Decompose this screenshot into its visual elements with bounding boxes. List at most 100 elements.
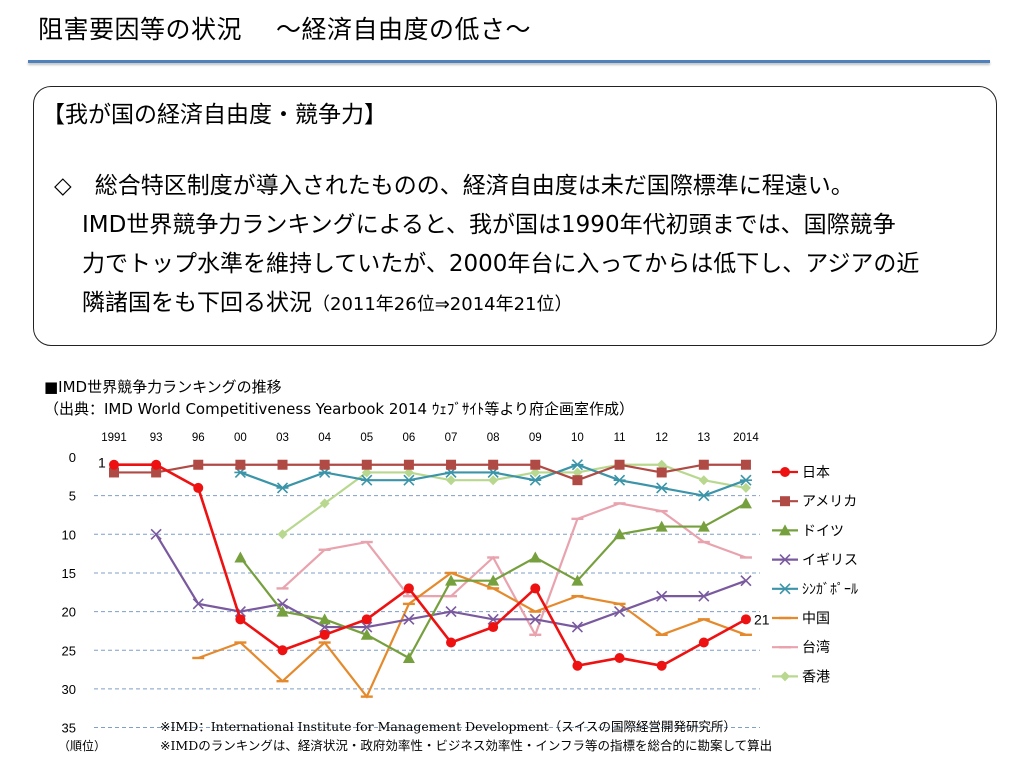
data-label: 1 xyxy=(98,455,106,471)
data-point xyxy=(445,606,457,618)
x-tick-label: 04 xyxy=(318,432,331,444)
footnote-ranking: ※IMDのランキングは、経済状況・政府効率性・ビジネス効率性・インフラ等の指標を… xyxy=(160,738,773,753)
y-tick-label: 25 xyxy=(62,643,76,658)
x-tick-label: 11 xyxy=(614,432,626,444)
data-point xyxy=(403,459,414,470)
data-point xyxy=(739,474,752,486)
legend-label: ドイツ xyxy=(802,523,844,539)
x-tick-label: 1991 xyxy=(101,432,127,444)
data-point xyxy=(739,497,752,509)
summary-line-2: IMD世界競争力ランキングによると、我が国は1990年代初頭までは、国際競争 xyxy=(82,212,896,238)
x-tick-label: 10 xyxy=(571,432,584,444)
x-tick-label: 09 xyxy=(529,432,542,444)
data-point xyxy=(740,459,751,470)
data-point xyxy=(488,622,499,633)
summary-box: 【我が国の経済自由度・競争力】 ◇ 総合特区制度が導入されたものの、経済自由度は… xyxy=(33,86,997,346)
data-point xyxy=(276,482,289,494)
data-point xyxy=(109,467,119,478)
data-point xyxy=(488,475,499,486)
data-point xyxy=(698,590,710,602)
x-tick-label: 05 xyxy=(360,432,373,444)
chart-caption: ■IMD世界競争力ランキングの推移 （出典：IMD World Competit… xyxy=(44,376,634,420)
data-point xyxy=(319,498,330,509)
y-tick-label: 0 xyxy=(69,450,76,465)
data-point xyxy=(276,605,289,617)
data-point xyxy=(360,628,373,640)
data-point xyxy=(361,621,373,633)
data-point xyxy=(655,482,668,494)
data-point xyxy=(571,574,584,586)
data-point xyxy=(150,528,162,540)
x-tick-label: 2014 xyxy=(733,432,759,444)
legend-marker xyxy=(780,496,790,507)
data-point xyxy=(655,520,668,532)
data-point xyxy=(698,637,709,648)
data-point xyxy=(151,459,162,470)
x-tick-label: 00 xyxy=(234,432,247,444)
legend-label: 日本 xyxy=(802,465,830,481)
data-point xyxy=(656,590,668,602)
legend-marker xyxy=(780,671,790,682)
legend-marker xyxy=(779,554,791,566)
data-point xyxy=(277,529,288,540)
data-point xyxy=(235,614,246,625)
data-point xyxy=(402,474,415,486)
data-point xyxy=(530,467,541,478)
data-point xyxy=(193,459,204,470)
data-point xyxy=(572,475,583,486)
data-point xyxy=(403,467,414,478)
data-point xyxy=(402,651,415,663)
data-point xyxy=(613,528,626,540)
x-tick-label: 08 xyxy=(487,432,500,444)
data-point xyxy=(403,613,415,625)
legend-marker xyxy=(779,583,791,595)
data-point xyxy=(361,614,372,625)
data-label: 21 xyxy=(754,611,770,627)
x-tick-label: 13 xyxy=(697,432,710,444)
data-point xyxy=(446,637,457,648)
series-line xyxy=(114,463,747,668)
data-point xyxy=(446,459,457,470)
data-point xyxy=(109,459,119,470)
data-point xyxy=(697,490,710,502)
chart-source: （出典：IMD World Competitiveness Yearbook 2… xyxy=(44,400,635,418)
x-tick-label: 96 xyxy=(192,432,205,444)
legend-marker xyxy=(779,524,791,536)
legend-label: イギリス xyxy=(802,553,858,569)
data-point xyxy=(318,613,331,625)
data-point xyxy=(193,482,204,493)
data-point xyxy=(614,459,625,470)
data-point xyxy=(488,459,499,470)
legend-marker xyxy=(780,467,790,477)
data-point xyxy=(740,482,751,493)
data-point xyxy=(571,459,584,471)
data-point xyxy=(361,467,372,478)
summary-line-3: 力でトップ水準を維持していたが、2000年台に入ってからは低下し、アジアの近 xyxy=(82,251,920,277)
data-point xyxy=(361,459,372,470)
x-tick-label: 03 xyxy=(276,432,289,444)
data-point xyxy=(740,614,751,625)
series-line xyxy=(281,502,747,638)
y-tick-label: 10 xyxy=(62,527,76,542)
data-point xyxy=(151,467,162,478)
summary-line-1: ◇ 総合特区制度が導入されたものの、経済自由度は未だ国際標準に程遠い。 xyxy=(54,173,854,199)
x-tick-label: 12 xyxy=(655,432,668,444)
data-point xyxy=(698,475,709,486)
summary-line-4: 隣諸国をも下回る状況（2011年26位⇒2014年21位） xyxy=(54,284,984,324)
footnote-imd: ※IMD：International Institute for Managem… xyxy=(160,719,736,734)
page-title: 阻害要因等の状況 ～経済自由度の低さ～ xyxy=(38,15,531,44)
data-point xyxy=(192,598,204,610)
title-divider xyxy=(28,60,990,63)
data-point xyxy=(277,645,288,656)
y-tick-label: 20 xyxy=(62,605,76,620)
data-point xyxy=(740,575,752,587)
data-point xyxy=(613,606,626,618)
series-line xyxy=(281,463,747,536)
data-point xyxy=(360,474,373,486)
x-tick-label: 07 xyxy=(445,432,458,444)
legend-label: 中国 xyxy=(802,611,830,627)
data-point xyxy=(613,474,626,486)
data-point xyxy=(656,459,667,470)
data-point xyxy=(277,459,288,470)
